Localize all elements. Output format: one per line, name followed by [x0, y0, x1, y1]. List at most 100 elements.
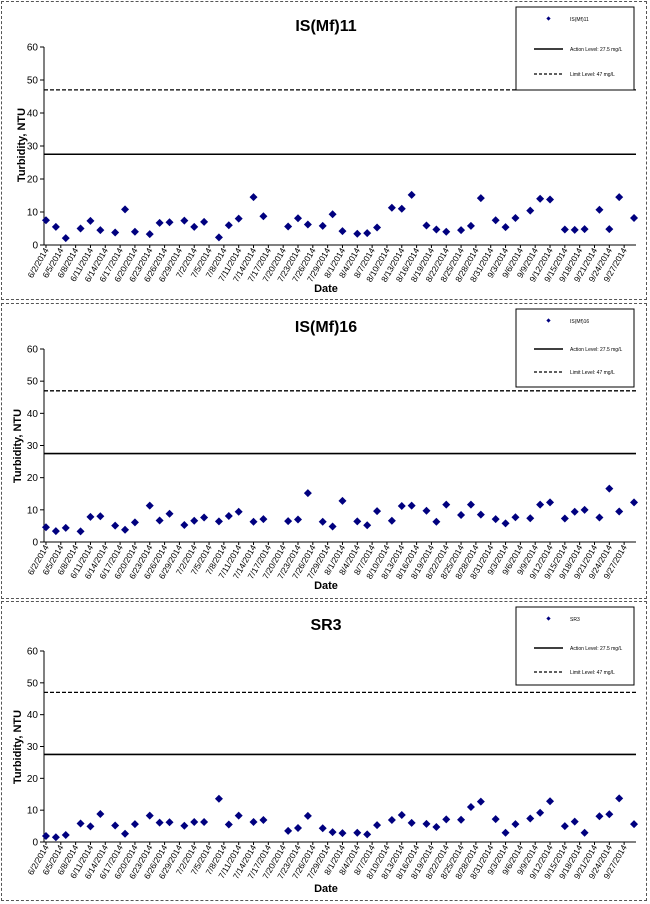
data-point [630, 498, 639, 507]
data-point [457, 226, 466, 235]
data-point [387, 203, 396, 212]
data-point [560, 514, 569, 523]
data-point [249, 193, 258, 202]
data-point [526, 514, 535, 523]
data-point [145, 230, 154, 239]
data-point [387, 816, 396, 825]
x-axis-label: Date [314, 580, 338, 592]
data-point [570, 817, 579, 826]
chart-svg-is-mf-11: IS(Mf)11 Turbidity, NTU Date 0 10 20 30 40 50… [16, 6, 639, 295]
data-point [224, 820, 233, 829]
data-point [165, 818, 174, 827]
data-point [284, 826, 293, 835]
data-point [130, 518, 139, 527]
data-point [363, 229, 372, 238]
data-point [363, 521, 372, 530]
y-tick-label: 60 [27, 345, 39, 356]
legend-label-action: Action Level: 27.5 mg/L [570, 47, 622, 53]
data-point [501, 828, 510, 837]
data-point [397, 501, 406, 510]
x-axis-label: Date [314, 883, 338, 895]
data-point [259, 212, 268, 221]
data-point [387, 516, 396, 525]
data-point [96, 226, 105, 235]
legend-label-points: IS(Mf)11 [570, 17, 589, 23]
data-point [234, 811, 243, 820]
legend-box [515, 308, 635, 388]
data-point [318, 221, 327, 230]
data-point [476, 194, 485, 203]
data-point [130, 820, 139, 829]
data-point [536, 194, 545, 203]
data-point [155, 218, 164, 227]
data-point [407, 501, 416, 510]
data-point [328, 522, 337, 531]
data-point [422, 819, 431, 828]
data-point [86, 512, 95, 521]
data-point [200, 817, 209, 826]
data-point [432, 823, 441, 832]
data-point [491, 216, 500, 225]
data-point [605, 484, 614, 493]
data-point [318, 517, 327, 526]
data-point [570, 225, 579, 234]
data-point [526, 814, 535, 823]
data-point [155, 516, 164, 525]
legend-label-action: Action Level: 27.5 mg/L [570, 646, 622, 652]
data-point [328, 828, 337, 837]
data-point [397, 810, 406, 819]
data-point [145, 501, 154, 510]
chart-title: IS(Mf)11 [295, 18, 356, 35]
data-point [422, 221, 431, 230]
data-point [61, 523, 70, 532]
data-point [224, 221, 233, 230]
legend-label-action: Action Level: 27.5 mg/L [570, 347, 622, 353]
data-point [457, 510, 466, 519]
data-point [580, 828, 589, 837]
data-point [422, 506, 431, 515]
data-point [353, 517, 362, 526]
data-point [51, 222, 60, 231]
data-point [501, 223, 510, 232]
data-point [511, 820, 520, 829]
legend-label-limit: Limit Level: 47 mg/L [570, 370, 615, 376]
data-point [511, 513, 520, 522]
data-point [397, 204, 406, 213]
data-point [130, 227, 139, 236]
data-point [560, 822, 569, 831]
y-tick-label: 50 [27, 678, 39, 689]
data-point [200, 217, 209, 226]
data-point [442, 815, 451, 824]
data-point [190, 516, 199, 525]
data-point [491, 815, 500, 824]
y-tick-label: 40 [27, 109, 39, 120]
y-tick-label: 0 [32, 838, 38, 849]
data-point [111, 521, 120, 530]
data-point [111, 228, 120, 237]
data-point [165, 509, 174, 518]
legend-label-limit: Limit Level: 47 mg/L [570, 670, 615, 676]
data-point [407, 190, 416, 199]
data-point [595, 205, 604, 214]
data-point [318, 824, 327, 833]
data-point [96, 809, 105, 818]
y-tick-label: 40 [27, 409, 39, 420]
data-point [121, 525, 130, 534]
data-point [51, 527, 60, 536]
data-point [407, 818, 416, 827]
y-tick-label: 20 [27, 175, 39, 186]
y-tick-label: 0 [32, 538, 38, 549]
data-point [121, 829, 130, 838]
data-point [457, 815, 466, 824]
data-point [214, 233, 223, 242]
y-tick-label: 40 [27, 710, 39, 721]
chart-panel-sr3: SR3 Turbidity, NTU Date 0 10 20 30 40 50 60 6/2… [1, 601, 647, 901]
chart-title: SR3 [310, 617, 341, 634]
y-tick-label: 10 [27, 806, 39, 817]
data-point [190, 222, 199, 231]
data-point [546, 195, 555, 204]
data-point [303, 811, 312, 820]
data-point [51, 833, 60, 842]
data-point [259, 816, 268, 825]
data-point [328, 210, 337, 219]
